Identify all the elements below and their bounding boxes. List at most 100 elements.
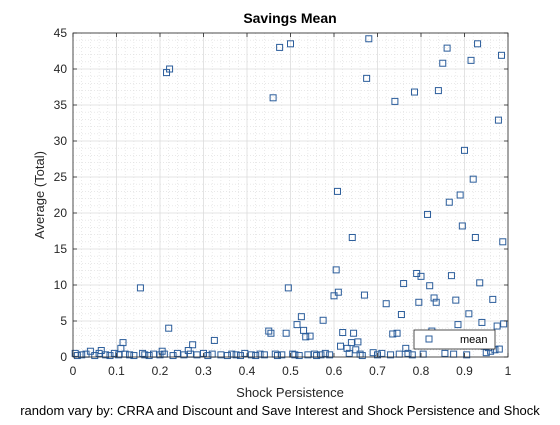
data-point [393, 329, 401, 337]
chart-title: Savings Mean [243, 10, 336, 26]
data-point [193, 351, 201, 359]
data-point [165, 324, 173, 332]
data-point [402, 344, 410, 352]
x-tick-label: 0.3 [195, 364, 212, 378]
data-point [269, 94, 277, 102]
data-point [456, 191, 464, 199]
data-point [204, 352, 212, 360]
data-point [126, 351, 134, 359]
data-point [334, 288, 342, 296]
data-point [482, 349, 490, 357]
data-point [397, 311, 405, 319]
y-tick-label: 0 [60, 350, 67, 364]
data-point [169, 352, 177, 360]
data-point [365, 35, 373, 43]
data-point [434, 87, 442, 95]
data-point [97, 347, 105, 355]
data-point [173, 349, 181, 357]
data-point [139, 349, 147, 357]
legend-box [413, 329, 496, 350]
data-point [363, 74, 371, 82]
data-point [471, 233, 479, 241]
data-point [241, 349, 249, 357]
data-point [332, 266, 340, 274]
x-tick-label: 0 [70, 364, 77, 378]
data-point [447, 272, 455, 280]
y-tick-labels: 0 5 10 15 20 25 30 35 40 45 [54, 26, 68, 364]
data-point [354, 338, 362, 346]
data-point [297, 313, 305, 321]
data-point [497, 51, 505, 59]
data-point [260, 351, 268, 359]
data-point [500, 320, 508, 328]
data-point [180, 351, 188, 359]
major-grid [72, 32, 509, 358]
legend: mean [413, 329, 496, 350]
data-point [91, 352, 99, 360]
x-tick-label: 0.9 [456, 364, 473, 378]
data-point [430, 294, 438, 302]
data-point [458, 222, 466, 230]
data-point [400, 280, 408, 288]
data-point [345, 349, 353, 357]
data-point [499, 238, 507, 246]
data-point [495, 345, 503, 353]
data-point [467, 56, 475, 64]
x-tick-label: 0.4 [239, 364, 256, 378]
x-tick-label: 0.6 [326, 364, 343, 378]
data-point [417, 272, 425, 280]
data-point [252, 352, 260, 360]
data-point [130, 352, 138, 360]
data-point [267, 329, 275, 337]
data-point [330, 292, 338, 300]
data-point [184, 347, 192, 355]
y-tick-label: 10 [54, 278, 68, 292]
data-point [369, 349, 377, 357]
y-tick-label: 5 [60, 314, 67, 328]
data-point [321, 349, 329, 357]
x-axis-label: Shock Persistence [236, 385, 344, 400]
data-point [302, 333, 310, 341]
data-point [295, 352, 303, 360]
data-point [465, 310, 473, 318]
data-point [145, 352, 153, 360]
data-point [426, 282, 434, 290]
data-point [476, 279, 484, 287]
data-point [313, 352, 321, 360]
data-point [387, 351, 395, 359]
data-point [265, 327, 273, 335]
y-axis-label: Average (Total) [32, 151, 47, 239]
data-point [343, 344, 351, 352]
data-point [291, 351, 299, 359]
data-point [247, 351, 255, 359]
data-point [284, 284, 292, 292]
data-point [326, 351, 334, 359]
data-point [282, 329, 290, 337]
x-tick-label: 0.7 [369, 364, 386, 378]
data-point [352, 346, 360, 354]
data-point [276, 43, 284, 51]
data-point [337, 342, 345, 350]
x-tick-labels: 0 0.1 0.2 0.3 0.4 0.5 0.6 0.7 0.8 0.9 1 [70, 364, 512, 378]
x-tick-label: 0.5 [282, 364, 299, 378]
data-point [278, 351, 286, 359]
data-point [404, 349, 412, 357]
data-point [78, 351, 86, 359]
data-point [494, 116, 502, 124]
data-point [210, 336, 218, 344]
data-point [236, 352, 244, 360]
y-tick-label: 45 [54, 26, 68, 40]
legend-entry: mean [460, 334, 488, 346]
caption: random vary by: CRRA and Discount and Sa… [20, 403, 540, 418]
data-point [71, 349, 79, 357]
data-point [415, 298, 423, 306]
data-point [348, 233, 356, 241]
data-point [441, 349, 449, 357]
data-point [333, 187, 341, 195]
data-point [141, 351, 149, 359]
data-point [443, 44, 451, 52]
data-point [156, 351, 164, 359]
data-point [445, 198, 453, 206]
data-point [273, 352, 281, 360]
